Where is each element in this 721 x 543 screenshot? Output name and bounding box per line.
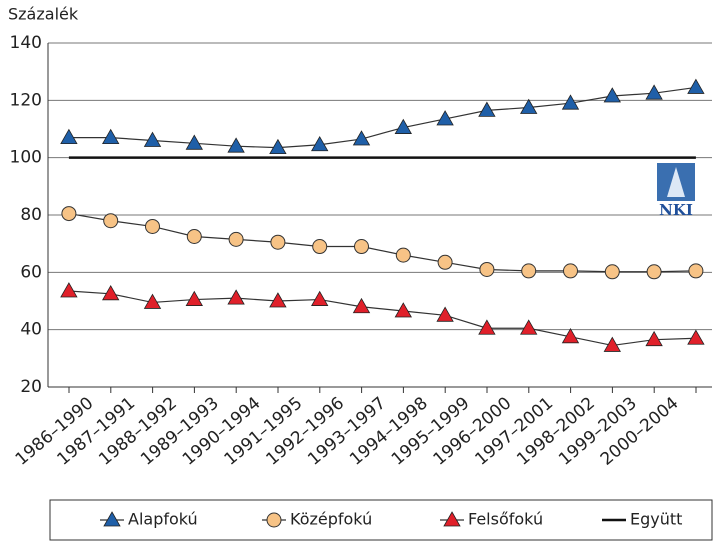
point	[354, 239, 369, 255]
point	[185, 290, 203, 306]
point	[645, 330, 663, 347]
point	[185, 134, 203, 150]
point	[312, 239, 328, 255]
point	[60, 282, 78, 298]
point	[227, 137, 245, 153]
point	[478, 319, 496, 335]
y-tick-label: 20	[20, 377, 42, 397]
point	[520, 98, 538, 114]
legend-label: Felsőfokú	[468, 510, 543, 529]
point	[186, 229, 202, 244]
y-tick-label: 80	[20, 205, 42, 225]
point	[143, 131, 162, 147]
point	[687, 78, 705, 94]
series-line	[68, 212, 696, 273]
y-tick-label: 40	[20, 320, 42, 340]
legend-box	[49, 499, 713, 541]
point	[311, 290, 329, 306]
point	[604, 264, 620, 280]
logo-text: NKI	[659, 201, 693, 219]
point	[561, 94, 580, 110]
point	[479, 261, 495, 277]
point	[395, 247, 411, 263]
point	[227, 289, 245, 305]
point	[603, 336, 621, 352]
point	[436, 110, 454, 126]
point	[603, 87, 621, 103]
point	[478, 101, 496, 117]
point	[61, 206, 77, 222]
legend-marker	[266, 512, 282, 528]
point	[269, 138, 287, 155]
point	[228, 231, 244, 247]
point	[521, 263, 537, 279]
point	[520, 319, 538, 335]
point	[270, 234, 286, 250]
point	[394, 302, 412, 318]
point	[102, 285, 120, 301]
y-tick-label: 60	[20, 262, 42, 282]
legend-label: Alapfokú	[128, 510, 198, 529]
legend-marker	[103, 511, 121, 527]
point	[394, 118, 412, 134]
point	[563, 263, 578, 279]
point	[103, 213, 119, 229]
y-axis-label: Százalék	[8, 5, 79, 24]
point	[352, 130, 371, 146]
point	[60, 128, 78, 144]
point	[645, 84, 663, 100]
point	[437, 254, 453, 270]
logo-tree	[667, 167, 685, 197]
legend-marker	[443, 511, 461, 527]
point	[646, 264, 662, 280]
point	[145, 218, 160, 234]
point	[269, 292, 287, 308]
y-tick-label: 140	[10, 33, 42, 53]
legend-label: Együtt	[630, 510, 682, 529]
series-line	[68, 86, 696, 149]
point	[688, 263, 704, 279]
point	[352, 297, 371, 314]
point	[687, 329, 705, 345]
y-tick-label: 100	[10, 148, 42, 168]
series-line	[68, 290, 696, 347]
point	[436, 306, 454, 322]
point	[102, 128, 120, 144]
y-tick-label: 120	[10, 90, 42, 110]
point	[143, 293, 162, 309]
point	[561, 328, 580, 344]
point	[311, 135, 329, 152]
legend-label: Középfokú	[290, 510, 372, 529]
